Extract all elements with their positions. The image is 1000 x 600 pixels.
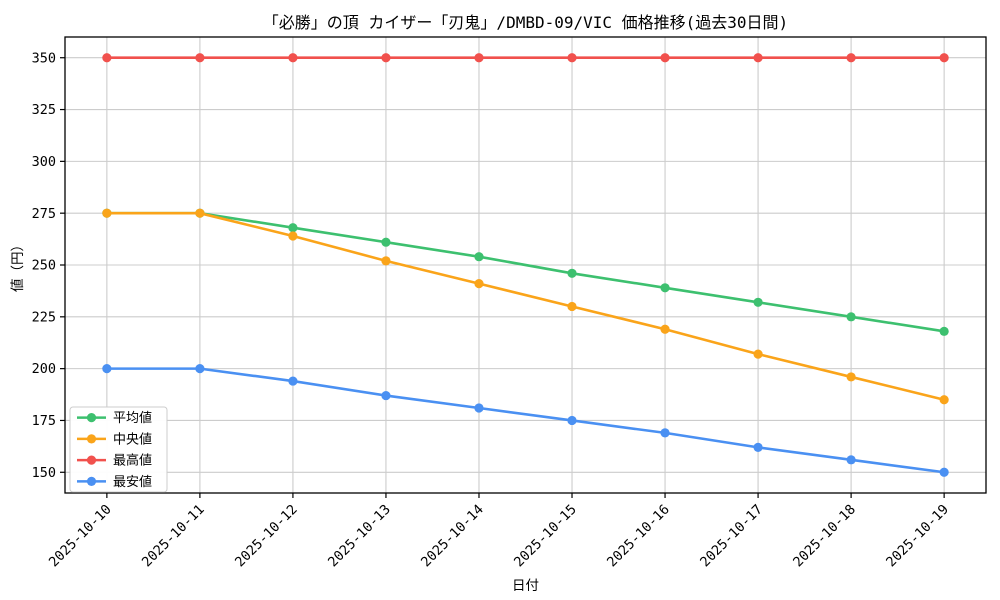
x-tick-label: 2025-10-13: [325, 502, 394, 571]
data-point-max: [753, 53, 763, 63]
y-tick-label: 325: [32, 102, 56, 118]
y-tick-label: 150: [32, 465, 56, 481]
axis-ticks: [60, 57, 945, 498]
legend-marker-min: [86, 476, 97, 486]
y-tick-labels: 150 175 200 225 250 275 300 325 350: [32, 50, 56, 481]
y-tick-label: 175: [32, 413, 56, 429]
data-point-max: [102, 53, 112, 63]
y-tick-label: 275: [32, 206, 56, 222]
legend-label-median: 中央値: [113, 431, 152, 447]
chart-title: 「必勝」の頂 カイザー「刃鬼」/DMBD-09/VIC 価格推移(過去30日間): [263, 13, 788, 32]
data-point-max: [195, 53, 205, 63]
data-point-min: [753, 442, 763, 452]
x-tick-labels: 2025-10-10 2025-10-11 2025-10-12 2025-10-13…: [46, 502, 952, 571]
data-point-median: [474, 279, 484, 289]
x-tick-label: 2025-10-14: [418, 502, 487, 571]
series-line-average: [105, 211, 946, 333]
legend-item-median: 中央値: [77, 431, 152, 447]
data-point-min: [288, 376, 298, 386]
legend-box: [69, 406, 168, 493]
data-point-average: [381, 237, 391, 247]
legend-item-max: 最高値: [77, 453, 152, 469]
data-point-average: [567, 268, 577, 278]
data-point-min: [474, 403, 484, 413]
data-point-average: [753, 297, 763, 307]
data-point-median: [102, 208, 112, 218]
data-point-median: [567, 301, 577, 312]
data-point-median: [381, 256, 391, 266]
data-point-average: [288, 223, 298, 233]
data-point-max: [939, 53, 949, 63]
x-tick-label: 2025-10-15: [511, 502, 580, 571]
data-point-max: [288, 53, 298, 63]
legend-item-min: 最安値: [77, 474, 152, 490]
data-point-max: [660, 53, 670, 63]
x-tick-label: 2025-10-16: [604, 502, 673, 571]
legend-marker-average: [86, 413, 97, 423]
data-point-median: [939, 395, 949, 405]
data-point-min: [939, 467, 949, 477]
x-tick-label: 2025-10-11: [139, 502, 208, 571]
x-tick-label: 2025-10-12: [232, 502, 301, 571]
data-point-max: [567, 53, 577, 63]
x-tick-label: 2025-10-18: [790, 502, 859, 571]
data-point-median: [195, 208, 205, 218]
x-axis-label: 日付: [512, 578, 539, 594]
x-tick-label: 2025-10-19: [883, 502, 952, 571]
x-tick-label: 2025-10-17: [697, 502, 766, 571]
y-tick-label: 300: [32, 154, 56, 170]
data-point-min: [381, 390, 391, 401]
y-tick-label: 225: [32, 309, 56, 325]
legend-marker-median: [86, 434, 97, 444]
series-line-median: [105, 211, 946, 402]
x-tick-label: 2025-10-10: [46, 502, 115, 571]
data-point-median: [288, 231, 298, 241]
data-point-median: [846, 372, 856, 382]
data-point-min: [567, 415, 577, 426]
legend-label-max: 最高値: [113, 453, 152, 469]
gridlines: [65, 37, 986, 493]
data-point-median: [660, 324, 670, 334]
data-point-max: [846, 53, 856, 63]
data-series: [102, 53, 949, 477]
data-point-average: [939, 326, 949, 336]
y-tick-label: 200: [32, 361, 56, 377]
data-point-min: [195, 364, 205, 374]
data-point-min: [102, 364, 112, 374]
data-point-max: [474, 53, 484, 63]
y-tick-label: 250: [32, 258, 56, 274]
data-point-average: [660, 283, 670, 293]
data-point-median: [753, 349, 763, 359]
data-point-max: [381, 53, 391, 63]
legend-label-average: 平均値: [113, 410, 152, 426]
data-point-average: [474, 252, 484, 262]
data-point-min: [846, 455, 856, 465]
y-tick-label: 350: [32, 50, 56, 66]
y-axis-label: 値（円）: [10, 238, 26, 292]
legend-item-average: 平均値: [77, 410, 152, 426]
legend-marker-max: [86, 455, 97, 465]
series-line-min: [105, 367, 946, 474]
legend-label-min: 最安値: [113, 474, 152, 490]
data-point-min: [660, 428, 670, 438]
data-point-average: [846, 312, 856, 322]
